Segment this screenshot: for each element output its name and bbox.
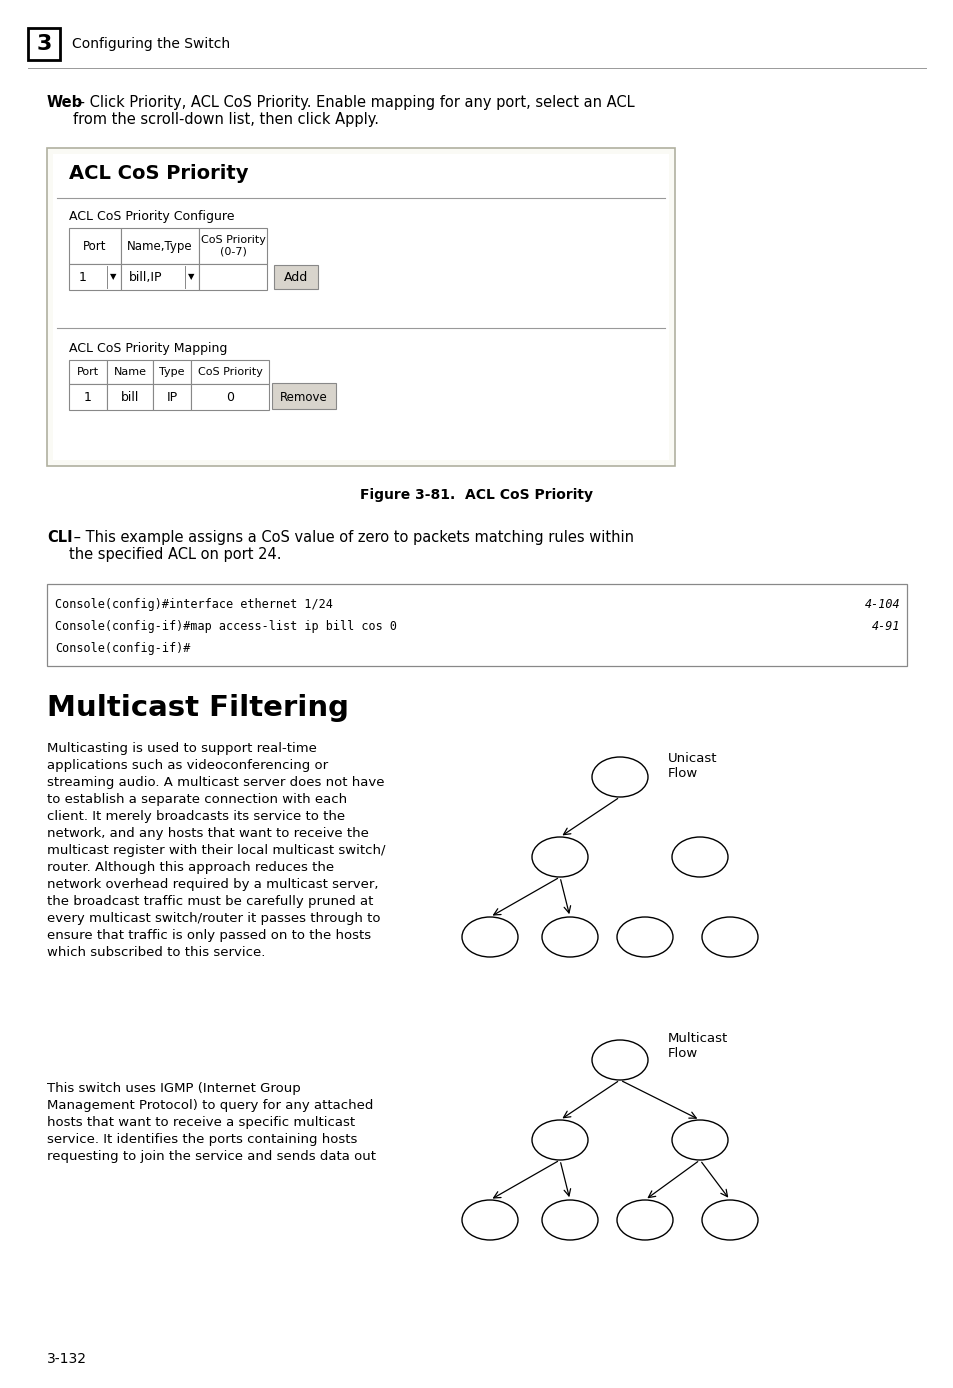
Text: Type: Type — [159, 366, 185, 378]
Text: ▼: ▼ — [188, 272, 194, 282]
FancyBboxPatch shape — [53, 154, 668, 459]
Ellipse shape — [617, 917, 672, 956]
Text: Console(config-if)#: Console(config-if)# — [55, 643, 191, 655]
Ellipse shape — [541, 1201, 598, 1239]
Ellipse shape — [461, 1201, 517, 1239]
Ellipse shape — [532, 1120, 587, 1160]
Ellipse shape — [701, 1201, 758, 1239]
FancyBboxPatch shape — [28, 28, 60, 60]
Text: Name,Type: Name,Type — [127, 240, 193, 253]
Text: Console(config)#interface ethernet 1/24: Console(config)#interface ethernet 1/24 — [55, 598, 333, 611]
Text: ACL CoS Priority Configure: ACL CoS Priority Configure — [69, 210, 234, 223]
Text: Multicasting is used to support real-time
applications such as videoconferencing: Multicasting is used to support real-tim… — [47, 743, 385, 959]
FancyBboxPatch shape — [199, 228, 267, 264]
Text: CLI: CLI — [47, 530, 72, 545]
Text: ▼: ▼ — [110, 272, 116, 282]
Text: 1: 1 — [79, 271, 87, 283]
Text: This switch uses IGMP (Internet Group
Management Protocol) to query for any atta: This switch uses IGMP (Internet Group Ma… — [47, 1083, 375, 1163]
FancyBboxPatch shape — [121, 264, 199, 290]
Text: – This example assigns a CoS value of zero to packets matching rules within
the : – This example assigns a CoS value of ze… — [69, 530, 634, 562]
Text: Multicast Filtering: Multicast Filtering — [47, 694, 349, 722]
FancyBboxPatch shape — [47, 584, 906, 666]
Ellipse shape — [701, 917, 758, 956]
Text: 3-132: 3-132 — [47, 1352, 87, 1366]
Text: ACL CoS Priority Mapping: ACL CoS Priority Mapping — [69, 341, 227, 355]
Text: 0: 0 — [226, 390, 233, 404]
Text: Port: Port — [77, 366, 99, 378]
Text: – Click Priority, ACL CoS Priority. Enable mapping for any port, select an ACL
f: – Click Priority, ACL CoS Priority. Enab… — [73, 94, 634, 128]
FancyBboxPatch shape — [69, 264, 121, 290]
FancyBboxPatch shape — [152, 359, 191, 384]
Text: bill: bill — [121, 390, 139, 404]
FancyBboxPatch shape — [199, 264, 267, 290]
Text: Web: Web — [47, 94, 83, 110]
Text: 1: 1 — [84, 390, 91, 404]
Text: CoS Priority
(0-7): CoS Priority (0-7) — [200, 235, 265, 257]
Text: Configuring the Switch: Configuring the Switch — [71, 37, 230, 51]
Ellipse shape — [532, 837, 587, 877]
Ellipse shape — [671, 1120, 727, 1160]
FancyBboxPatch shape — [69, 359, 107, 384]
FancyBboxPatch shape — [107, 359, 152, 384]
FancyBboxPatch shape — [69, 384, 107, 409]
Text: 3: 3 — [36, 33, 51, 54]
FancyBboxPatch shape — [107, 384, 152, 409]
Text: ACL CoS Priority: ACL CoS Priority — [69, 164, 248, 183]
FancyBboxPatch shape — [274, 265, 317, 289]
Text: 4-104: 4-104 — [863, 598, 899, 611]
Text: Unicast
Flow: Unicast Flow — [667, 752, 717, 780]
FancyBboxPatch shape — [47, 149, 675, 466]
Text: IP: IP — [166, 390, 177, 404]
Ellipse shape — [671, 837, 727, 877]
Ellipse shape — [592, 756, 647, 797]
Text: 4-91: 4-91 — [871, 620, 899, 633]
Text: Name: Name — [113, 366, 147, 378]
FancyBboxPatch shape — [272, 383, 335, 409]
Ellipse shape — [541, 917, 598, 956]
FancyBboxPatch shape — [69, 228, 121, 264]
Text: Remove: Remove — [280, 390, 328, 404]
FancyBboxPatch shape — [121, 228, 199, 264]
Text: bill,IP: bill,IP — [129, 271, 162, 283]
FancyBboxPatch shape — [152, 384, 191, 409]
Text: CoS Priority: CoS Priority — [197, 366, 262, 378]
FancyBboxPatch shape — [191, 384, 269, 409]
FancyBboxPatch shape — [191, 359, 269, 384]
Text: Add: Add — [284, 271, 308, 283]
Text: Console(config-if)#map access-list ip bill cos 0: Console(config-if)#map access-list ip bi… — [55, 620, 396, 633]
Ellipse shape — [461, 917, 517, 956]
Text: Multicast
Flow: Multicast Flow — [667, 1033, 727, 1060]
Text: Figure 3-81.  ACL CoS Priority: Figure 3-81. ACL CoS Priority — [360, 489, 593, 502]
Ellipse shape — [592, 1040, 647, 1080]
Text: Port: Port — [83, 240, 107, 253]
Ellipse shape — [617, 1201, 672, 1239]
